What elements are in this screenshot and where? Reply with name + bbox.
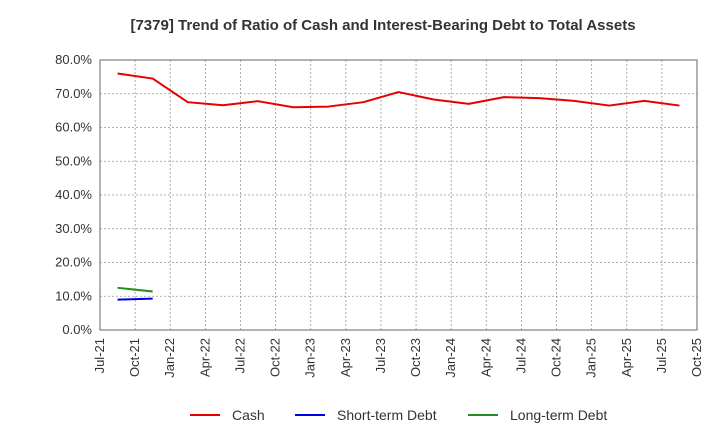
series-line-long-term-debt [117, 286, 153, 293]
y-tick-label: 50.0% [55, 153, 92, 168]
legend-label-long-term-debt: Long-term Debt [510, 407, 607, 423]
series-layer [117, 72, 680, 301]
y-tick-label: 10.0% [55, 288, 92, 303]
x-tick-label: Oct-24 [549, 338, 564, 377]
series-line-short-term-debt [117, 297, 153, 301]
x-tick-label: Oct-23 [408, 338, 423, 377]
x-tick-label: Apr-24 [478, 338, 493, 377]
x-tick-label: Jul-24 [513, 338, 528, 373]
x-tick-label: Jan-23 [303, 338, 318, 378]
x-tick-label: Oct-21 [127, 338, 142, 377]
axes: 0.0% 10.0% 20.0% 30.0% 40.0% 50.0% 60.0% 70.0% 8… [55, 52, 704, 378]
x-tick-label: Jul-21 [92, 338, 107, 373]
x-tick-label: Apr-25 [619, 338, 634, 377]
x-tick-label: Jul-23 [373, 338, 388, 373]
x-tick-label: Jan-22 [162, 338, 177, 378]
y-tick-label: 40.0% [55, 187, 92, 202]
grid [100, 59, 698, 330]
x-tick-label: Jul-25 [654, 338, 669, 373]
x-tick-label: Jul-22 [232, 338, 247, 373]
y-tick-label: 20.0% [55, 255, 92, 270]
y-tick-label: 30.0% [55, 221, 92, 236]
x-tick-label: Jan-25 [584, 338, 599, 378]
y-tick-label: 80.0% [55, 52, 92, 67]
y-tick-label: 70.0% [55, 86, 92, 101]
x-tick-label: Jan-24 [443, 338, 458, 378]
chart-title: [7379] Trend of Ratio of Cash and Intere… [130, 17, 635, 34]
legend-label-short-term-debt: Short-term Debt [337, 407, 437, 423]
x-tick-label: Oct-22 [268, 338, 283, 377]
y-tick-label: 0.0% [62, 322, 92, 337]
x-tick-label: Apr-23 [338, 338, 353, 377]
legend: Cash Short-term Debt Long-term Debt [190, 407, 607, 423]
plot-area-border [99, 59, 698, 331]
series-line-cash [117, 72, 680, 109]
y-tick-label: 60.0% [55, 120, 92, 135]
legend-label-cash: Cash [232, 407, 265, 423]
x-tick-label: Oct-25 [689, 338, 704, 377]
x-tick-label: Apr-22 [197, 338, 212, 377]
